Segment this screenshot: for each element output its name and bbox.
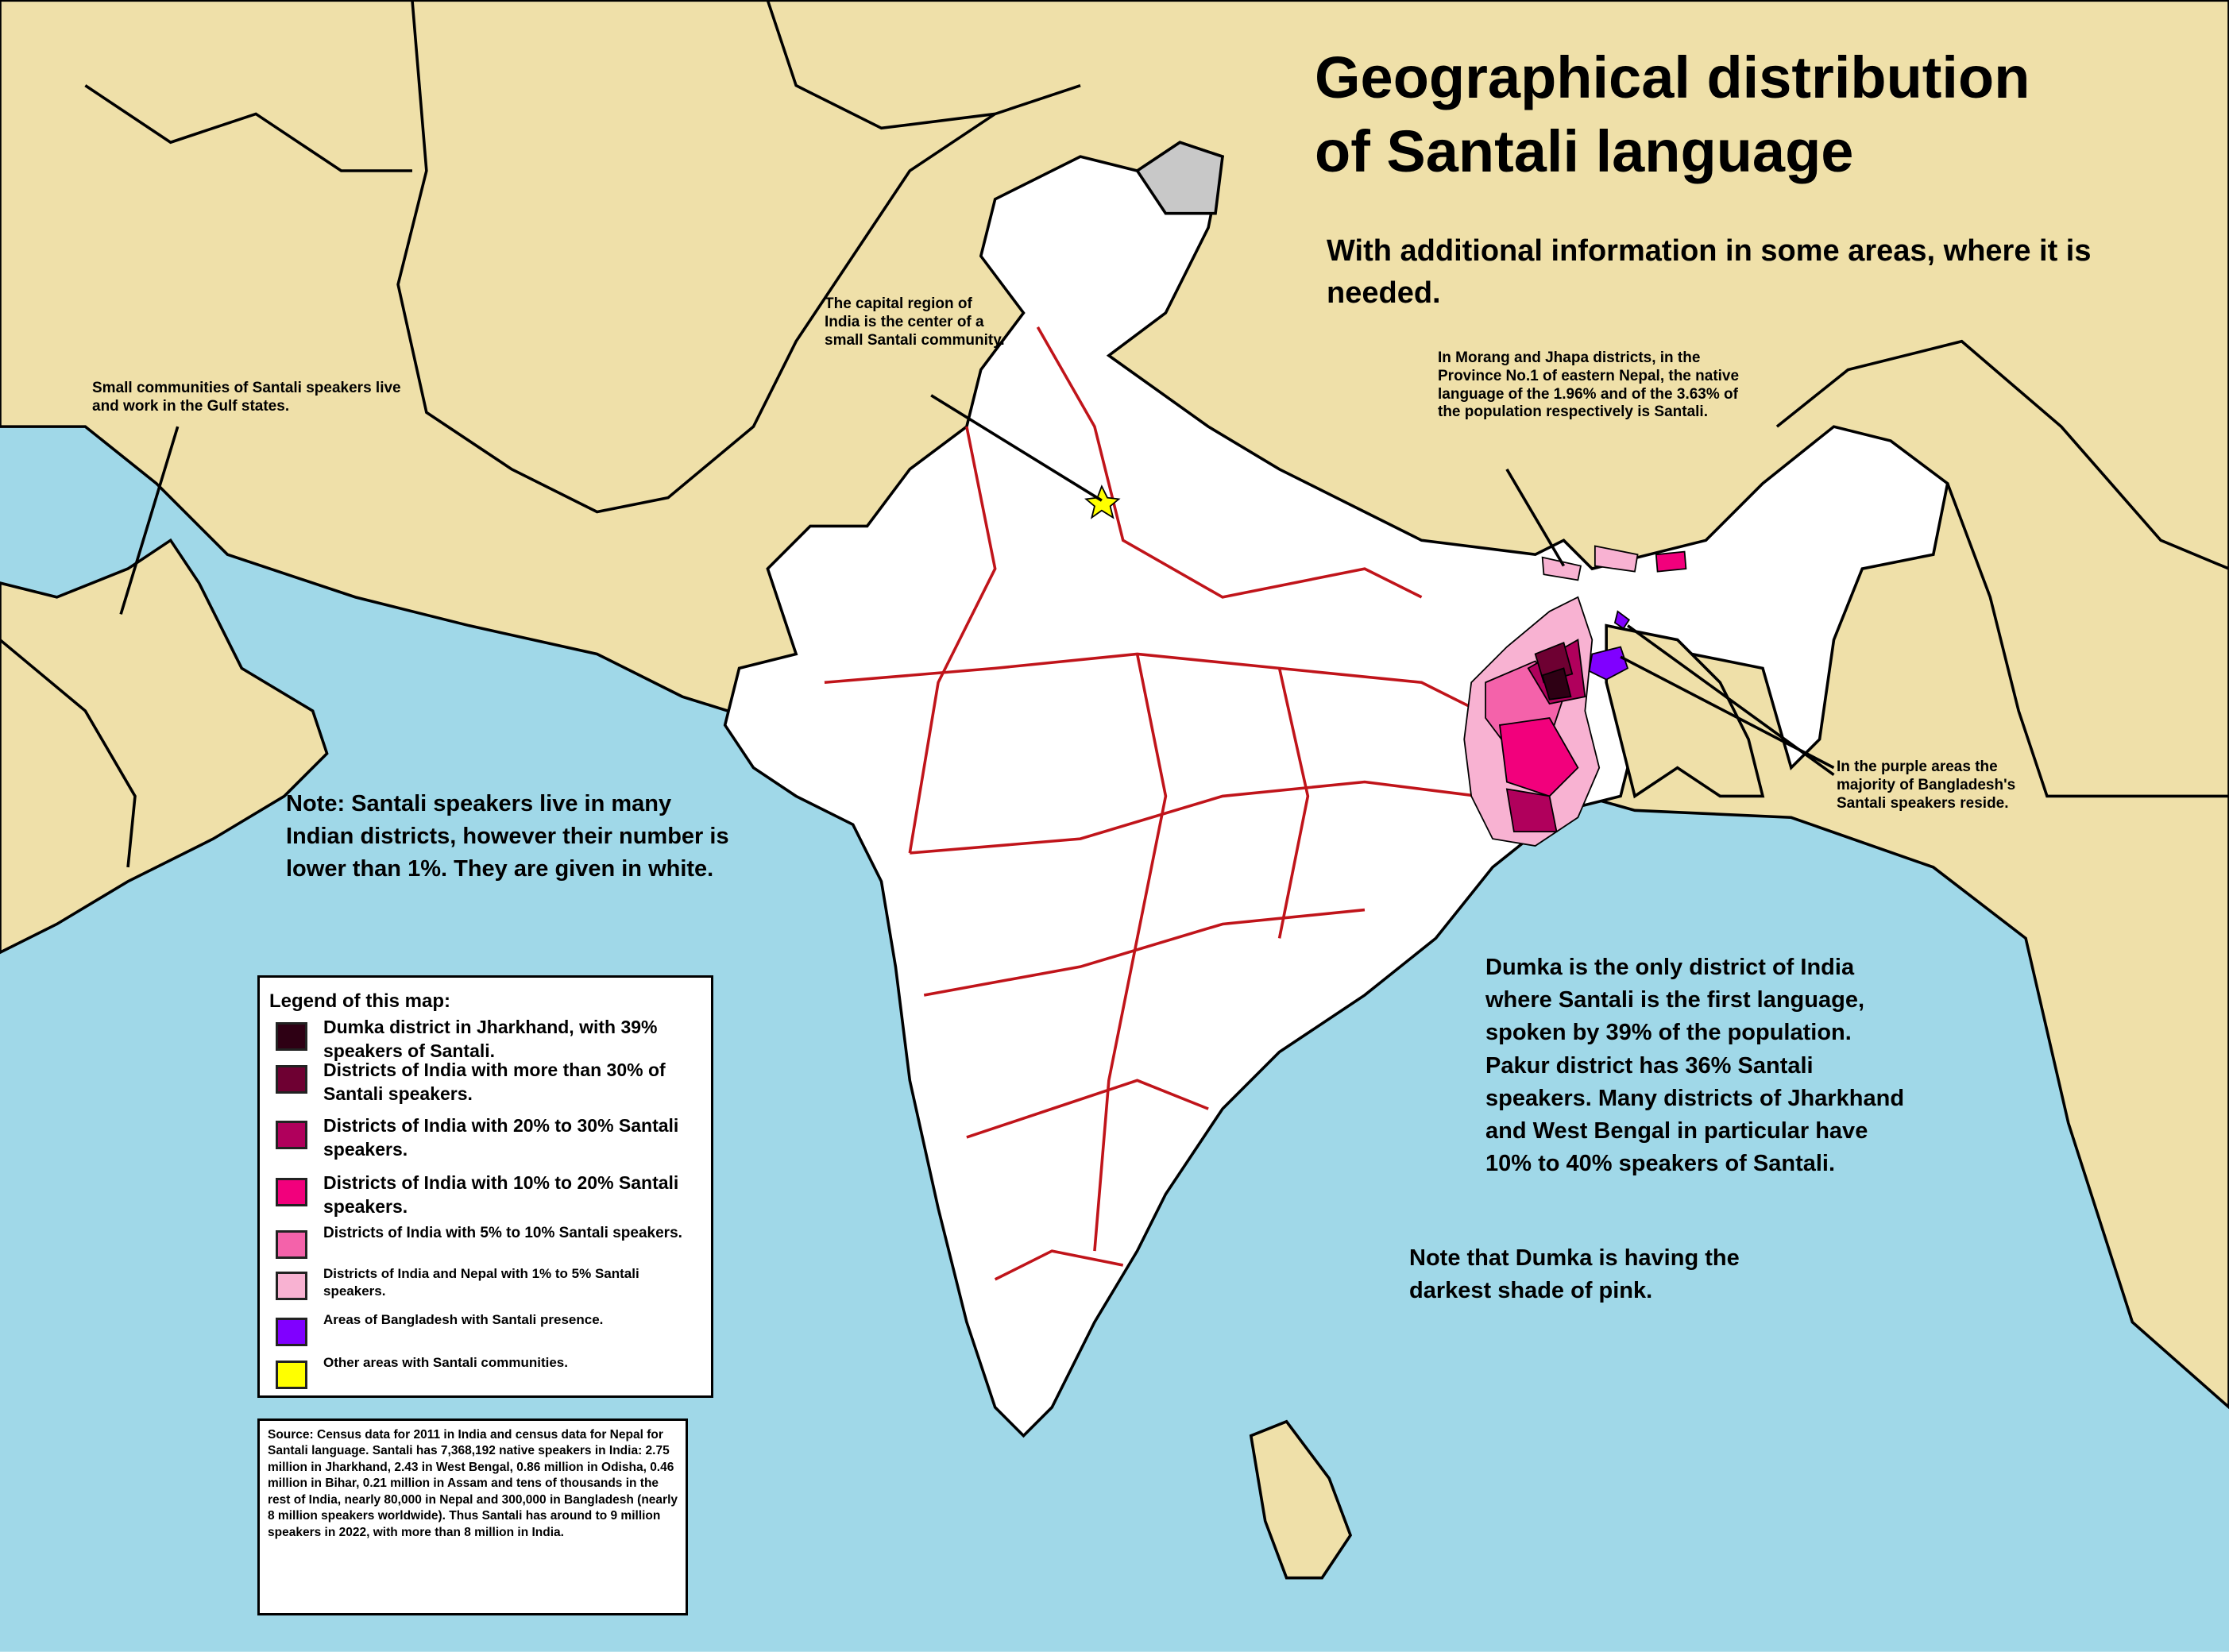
legend-label: Districts of India with 20% to 30% Santa… xyxy=(323,1115,679,1160)
source-box: Source: Census data for 2011 in India an… xyxy=(257,1418,688,1615)
state-border xyxy=(966,1079,1209,1139)
border xyxy=(766,0,995,130)
state-border xyxy=(910,780,1479,855)
legend-swatch xyxy=(276,1022,307,1051)
state-border xyxy=(1093,654,1168,1252)
annotation: In Morang and Jhapa districts, in the Pr… xyxy=(1438,349,1740,421)
legend-swatch xyxy=(276,1121,307,1149)
legend-label: Areas of Bangladesh with Santali presenc… xyxy=(323,1312,604,1327)
pointer xyxy=(930,394,1103,502)
legend-label: Districts of India with more than 30% of… xyxy=(323,1060,666,1104)
annotation: The capital region of India is the cente… xyxy=(825,295,1005,349)
border xyxy=(1945,483,2229,798)
legend-swatch xyxy=(276,1230,307,1259)
district-20-30 xyxy=(1505,788,1558,833)
pointer xyxy=(1626,624,1835,777)
state-border xyxy=(1277,667,1310,939)
sri-lanka xyxy=(1249,1419,1353,1580)
border xyxy=(84,84,412,172)
district-10-20 xyxy=(1498,717,1579,797)
legend-label: Districts of India with 10% to 20% Santa… xyxy=(323,1172,679,1217)
legend-label: Districts of India with 5% to 10% Santal… xyxy=(323,1225,682,1241)
title-line: Geographical distribution xyxy=(1315,44,2030,110)
legend-title: Legend of this map: xyxy=(269,990,450,1012)
legend-swatch xyxy=(276,1065,307,1094)
legend-swatch xyxy=(276,1318,307,1346)
aksai-chin xyxy=(1135,141,1224,215)
district-1-5 xyxy=(1594,545,1639,573)
state-border xyxy=(923,908,1366,997)
legend-swatch xyxy=(276,1361,307,1389)
note: Note that Dumka is having the darkest sh… xyxy=(1409,1245,1740,1304)
bangladesh-santali xyxy=(1588,646,1629,681)
border xyxy=(396,0,1081,514)
title-line: of Santali language xyxy=(1315,118,1854,184)
state-border xyxy=(908,426,997,854)
state-border xyxy=(1036,326,1423,599)
legend: Legend of this map: Dumka district in Jh… xyxy=(257,975,713,1398)
district-10-20 xyxy=(1655,550,1687,573)
pointer xyxy=(119,426,180,615)
district-1-5 xyxy=(1541,556,1582,581)
border xyxy=(1775,339,2229,570)
annotation: In the purple areas the majority of Bang… xyxy=(1837,758,2016,812)
legend-swatch xyxy=(276,1272,307,1300)
delhi xyxy=(1084,484,1121,519)
border xyxy=(0,639,137,868)
legend-label: Other areas with Santali communities. xyxy=(323,1355,568,1370)
pointer xyxy=(1505,468,1566,567)
legend-swatch xyxy=(276,1178,307,1206)
title: Geographical distribution of Santali lang… xyxy=(1315,41,2030,188)
annotation: Small communities of Santali speakers li… xyxy=(92,380,401,415)
note: Dumka is the only district of India wher… xyxy=(1485,955,1905,1177)
legend-label: Districts of India and Nepal with 1% to … xyxy=(323,1266,639,1299)
note: Note: Santali speakers live in many Indi… xyxy=(286,791,729,882)
subtitle: With additional information in some area… xyxy=(1327,234,2092,311)
bangladesh-santali xyxy=(1613,610,1631,630)
source: Source: Census data for 2011 in India an… xyxy=(268,1428,678,1539)
dumka xyxy=(1541,667,1572,701)
legend-label: Dumka district in Jharkhand, with 39% sp… xyxy=(323,1017,658,1061)
state-border xyxy=(824,652,1479,712)
state-border xyxy=(994,1249,1124,1281)
